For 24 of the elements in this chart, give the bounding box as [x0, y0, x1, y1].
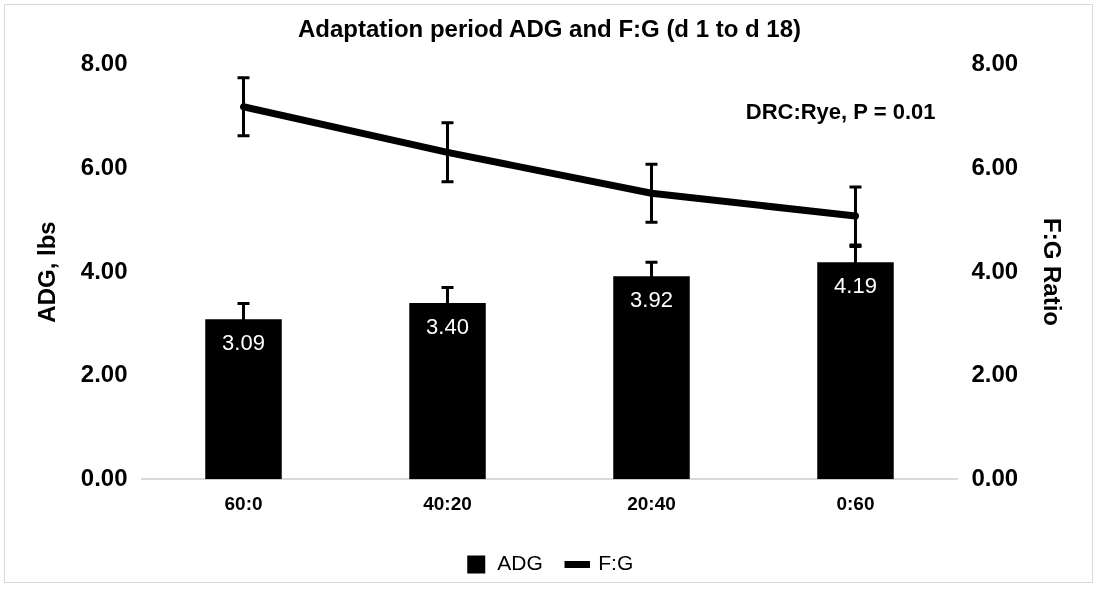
y-tick-label: 6.00: [80, 153, 128, 181]
y2-axis-title: F:G Ratio: [1038, 218, 1066, 326]
y-tick-label: 2.00: [80, 360, 128, 388]
y2-tick-label: 0.00: [971, 463, 1019, 491]
chart-title: Adaptation period ADG and F:G (d 1 to d 18): [297, 15, 802, 43]
data-label: 3.09: [222, 330, 265, 356]
y2-tick-label: 2.00: [971, 360, 1019, 388]
y2-tick-label: 8.00: [971, 49, 1019, 77]
x-tick-label: 40:20: [423, 492, 472, 514]
data-label: 4.19: [834, 273, 877, 299]
data-label: 3.92: [630, 287, 673, 313]
x-tick-label: 60:0: [224, 492, 263, 514]
annotation: DRC:Rye, P = 0.01: [745, 98, 936, 124]
x-tick-label: 20:40: [627, 492, 676, 514]
legend-label: F:G: [598, 551, 634, 575]
y2-tick-label: 6.00: [971, 153, 1019, 181]
data-label: 3.40: [426, 314, 469, 340]
legend-label: ADG: [497, 551, 543, 575]
y2-tick-label: 4.00: [971, 256, 1019, 284]
x-tick-label: 0:60: [836, 492, 875, 514]
y-tick-label: 0.00: [80, 463, 128, 491]
y-tick-label: 4.00: [80, 256, 128, 284]
y-axis-title: ADG, lbs: [33, 221, 61, 323]
y-tick-label: 8.00: [80, 49, 128, 77]
